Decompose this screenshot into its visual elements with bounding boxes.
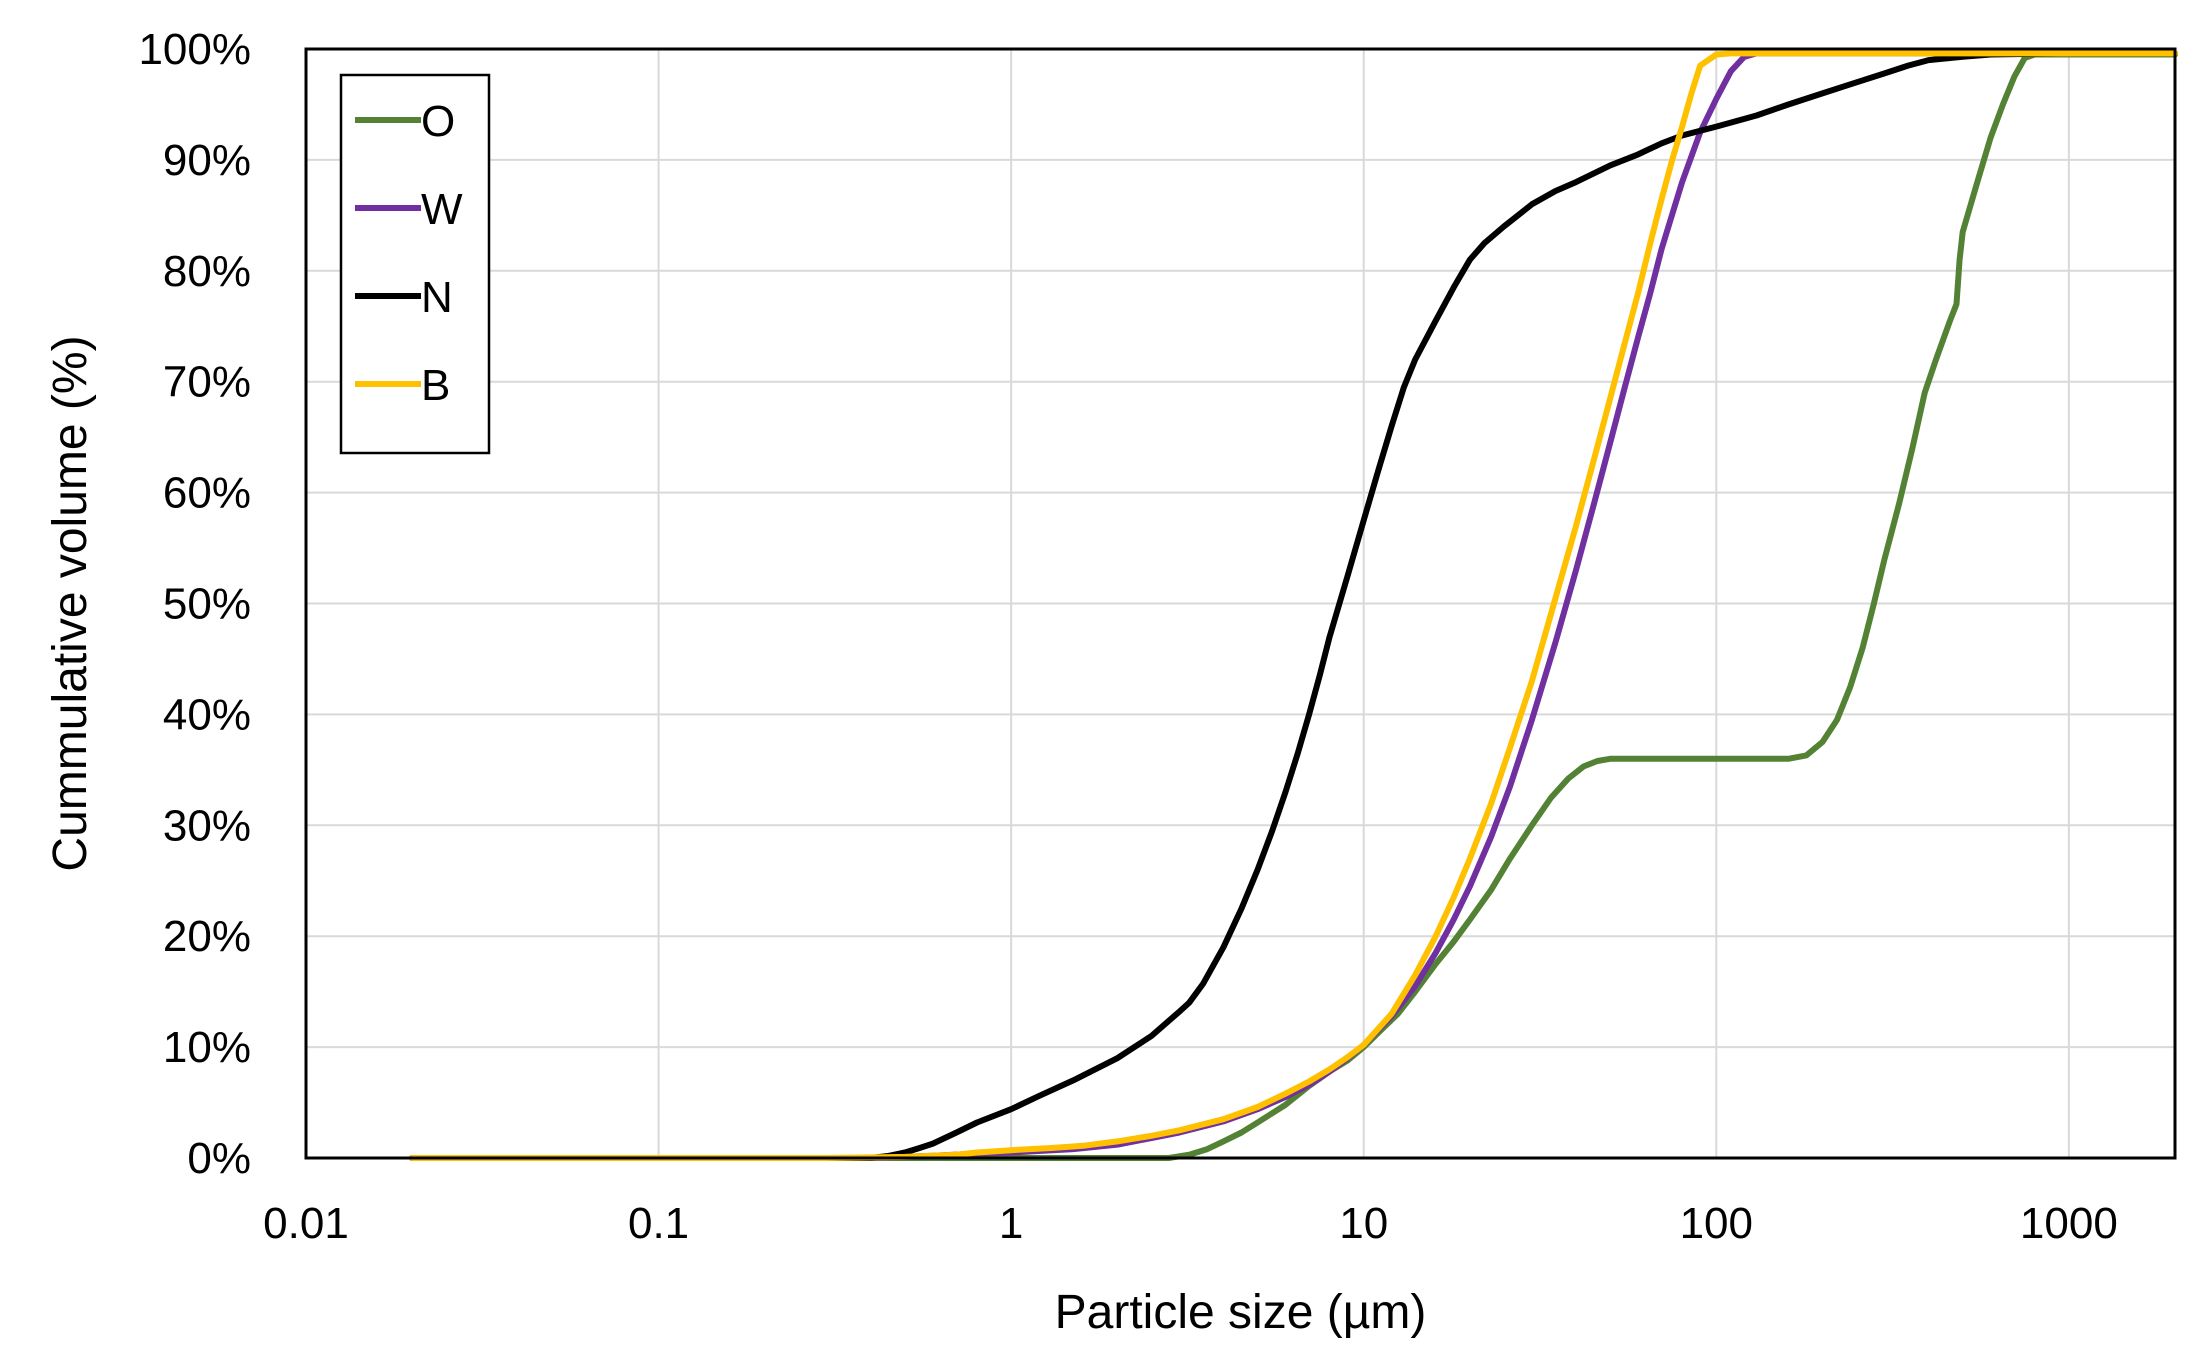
y-tick-label: 80%: [163, 247, 251, 296]
y-tick-label: 50%: [163, 580, 251, 629]
x-tick-label: 0.1: [628, 1199, 689, 1248]
series-line-b: [409, 50, 2178, 1161]
x-axis-tick-labels: 0.01 0.1 1 10 100 1000: [263, 1199, 2118, 1248]
x-tick-label: 10: [1339, 1199, 1388, 1248]
series-line-n: [409, 50, 2178, 1161]
legend-box: [339, 73, 491, 455]
y-tick-label: 100%: [138, 25, 251, 74]
series-lines: [409, 50, 2178, 1161]
x-tick-label: 0.01: [263, 1199, 349, 1248]
y-tick-label: 90%: [163, 136, 251, 185]
grid-lines: [306, 48, 2175, 1158]
plot-area-border: [304, 47, 2177, 1160]
x-tick-label: 100: [1680, 1199, 1753, 1248]
y-tick-label: 0%: [187, 1134, 251, 1183]
y-axis-title: Cummulative volume (%): [44, 335, 97, 871]
y-axis-tick-labels: 0% 10% 20% 30% 40% 50% 60% 70% 80% 90% 100%: [138, 25, 251, 1183]
series-line-o: [409, 51, 2178, 1161]
series-line-w: [409, 50, 2178, 1161]
y-tick-label: 60%: [163, 469, 251, 518]
x-tick-label: 1000: [2020, 1199, 2118, 1248]
y-tick-label: 40%: [163, 690, 251, 739]
legend-label-n: N: [421, 273, 453, 322]
y-tick-label: 70%: [163, 358, 251, 407]
legend-label-b: B: [421, 361, 450, 410]
x-tick-label: 1: [999, 1199, 1023, 1248]
y-tick-label: 10%: [163, 1023, 251, 1072]
y-tick-label: 30%: [163, 801, 251, 850]
y-tick-label: 20%: [163, 912, 251, 961]
x-axis-title: Particle size (µm): [1055, 1286, 1427, 1339]
legend-label-w: W: [421, 185, 463, 234]
legend-label-o: O: [421, 97, 455, 146]
